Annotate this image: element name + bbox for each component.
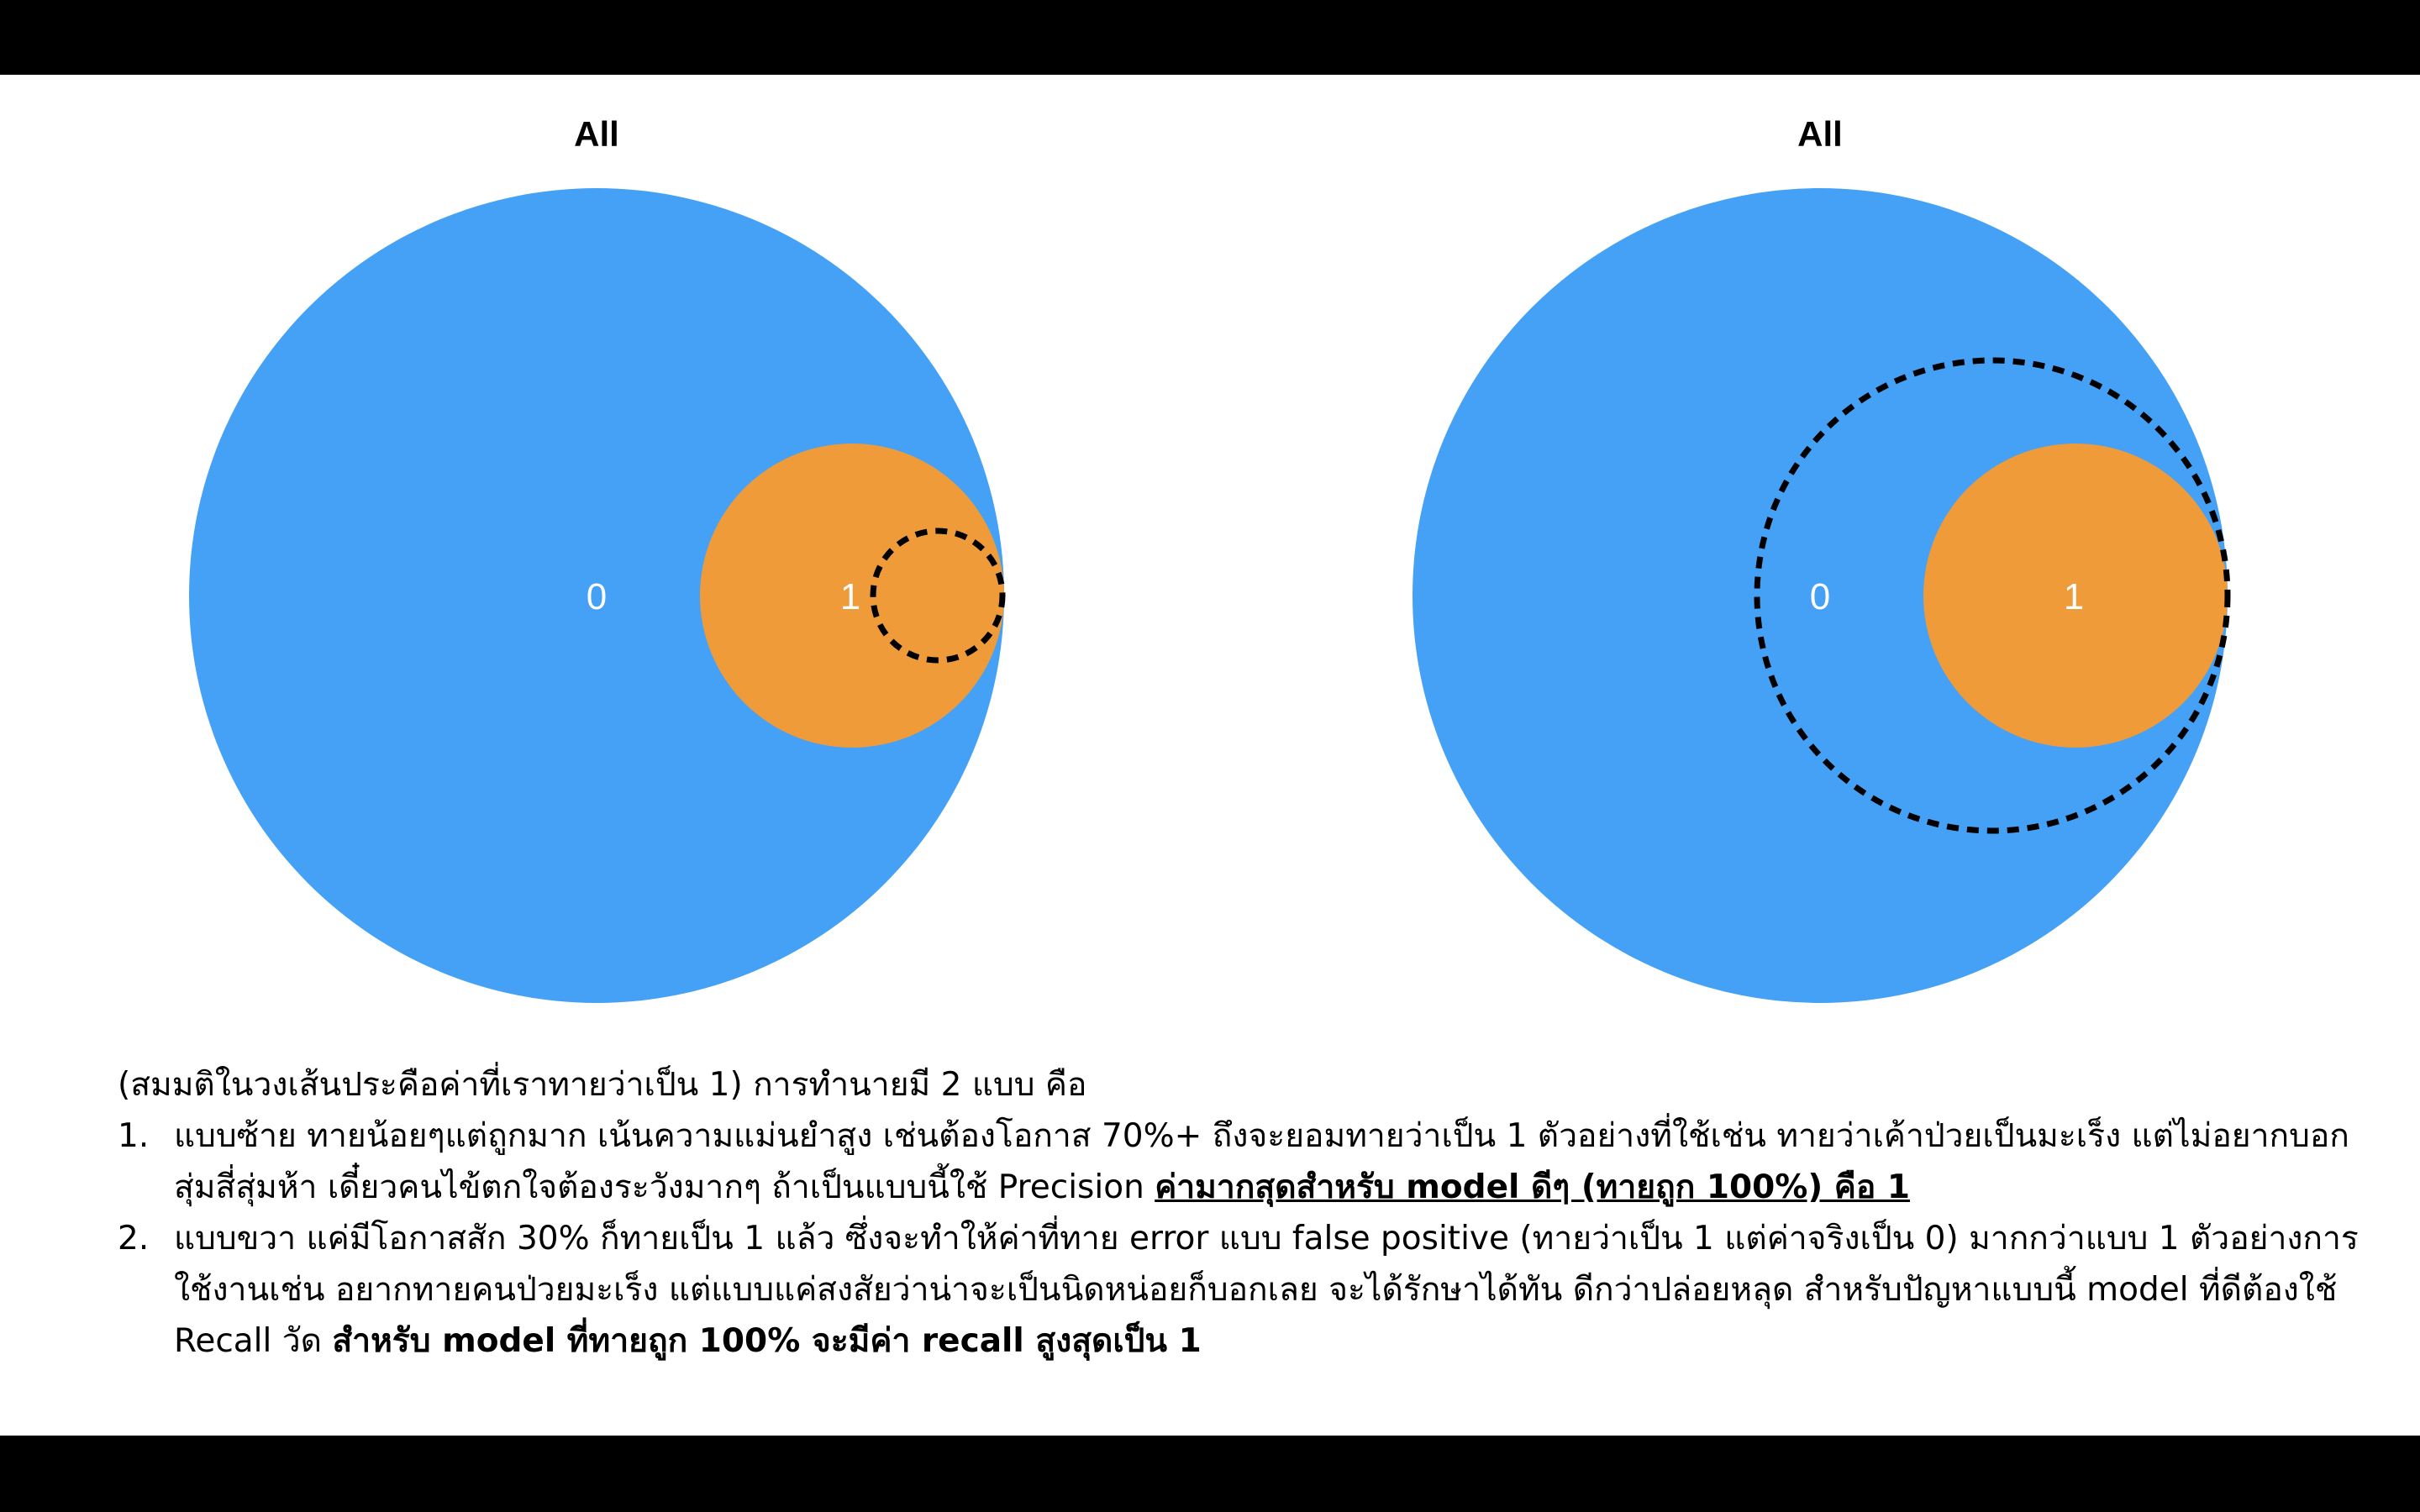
list-item-text: แบบขวา แค่มีโอกาสสัก 30% ก็ทายเป็น 1 แล้… — [174, 1220, 2359, 1360]
left-class-0-circle — [189, 188, 1004, 1003]
left-panel-title: All — [574, 114, 619, 154]
list-item-emphasis: สำหรับ model ที่ทายถูก 100% จะมีค่า reca… — [332, 1322, 1202, 1360]
explanation-list: 1. แบบซ้าย ทายน้อยๆแต่ถูกมาก เน้นความแม่น… — [118, 1110, 2378, 1367]
explanation-text: (สมมติในวงเส้นประคือค่าที่เราทายว่าเป็น … — [118, 1059, 2378, 1367]
list-item-text: แบบซ้าย ทายน้อยๆแต่ถูกมาก เน้นความแม่นยำ… — [174, 1117, 2349, 1206]
left-prediction-dashed-circle — [870, 528, 1006, 664]
left-panel: All 0 1 — [189, 114, 1006, 1003]
left-class-1-label: 1 — [840, 576, 860, 617]
list-item-number: 1. — [118, 1117, 150, 1155]
intro-paragraph: (สมมติในวงเส้นประคือค่าที่เราทายว่าเป็น … — [118, 1066, 1087, 1104]
right-panel-title: All — [1797, 114, 1843, 154]
list-item: 2. แบบขวา แค่มีโอกาสสัก 30% ก็ทายเป็น 1 แ… — [118, 1213, 2378, 1367]
slide: All 0 1 All 0 1 (สมมติในวงเส้นประคือค่าท… — [0, 75, 2420, 1436]
right-class-1-label: 1 — [2064, 576, 2084, 617]
right-class-1-circle — [1923, 444, 2228, 748]
right-class-0-label: 0 — [1810, 576, 1830, 617]
left-class-1-circle — [700, 444, 1004, 748]
right-prediction-dashed-circle — [1754, 357, 2231, 834]
list-item-emphasis: ค่ามากสุดสำหรับ model ดีๆ (ทายถูก 100%) … — [1155, 1168, 1911, 1206]
venn-diagrams: All 0 1 All 0 1 — [189, 114, 2231, 1003]
left-class-0-label: 0 — [587, 576, 607, 617]
list-item: 1. แบบซ้าย ทายน้อยๆแต่ถูกมาก เน้นความแม่น… — [118, 1110, 2378, 1213]
list-item-number: 2. — [118, 1220, 150, 1257]
right-class-0-circle — [1413, 188, 2228, 1003]
right-panel: All 0 1 — [1413, 114, 2231, 1003]
